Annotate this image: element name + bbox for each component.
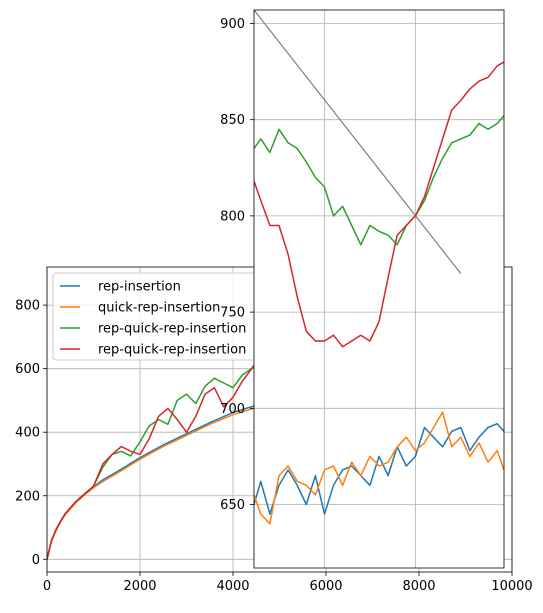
legend-label: rep-insertion xyxy=(98,280,181,295)
legend-label: rep-quick-rep-insertion xyxy=(98,343,246,358)
legend-label: quick-rep-insertion xyxy=(98,301,220,316)
main-y-tick-label: 0 xyxy=(32,553,40,568)
main-x-tick-label: 6000 xyxy=(309,579,342,594)
inset-series-group xyxy=(254,10,504,525)
inset-series-line-1 xyxy=(254,411,504,525)
main-series-line-3 xyxy=(47,361,257,560)
inset-y-tick-label: 800 xyxy=(220,209,245,224)
inset-reference-line xyxy=(254,10,462,274)
inset-y-tick-label: 650 xyxy=(220,498,245,513)
main-x-tick-label: 2000 xyxy=(123,579,156,594)
inset-y-tick-label: 900 xyxy=(220,17,245,32)
main-x-tick-label: 0 xyxy=(43,579,51,594)
main-y-tick-label: 800 xyxy=(15,299,40,314)
main-x-tick-label: 4000 xyxy=(216,579,249,594)
main-y-tick-label: 600 xyxy=(15,362,40,377)
inset-axes-frame xyxy=(253,9,505,569)
main-series-group xyxy=(47,361,257,560)
main-x-tick-label: 8000 xyxy=(402,579,435,594)
main-x-tick-label: 10000 xyxy=(491,579,532,594)
legend-label: rep-quick-rep-insertion xyxy=(98,322,246,337)
inset-series-line-3 xyxy=(254,61,504,348)
inset-series-line-0 xyxy=(254,422,504,515)
main-y-tick-label: 400 xyxy=(15,426,40,441)
inset-y-tick-label: 700 xyxy=(220,402,245,417)
inset-series-line-2 xyxy=(254,115,504,246)
main-y-tick-label: 200 xyxy=(15,489,40,504)
inset-y-tick-label: 750 xyxy=(220,306,245,321)
inset-y-tick-label: 850 xyxy=(220,113,245,128)
